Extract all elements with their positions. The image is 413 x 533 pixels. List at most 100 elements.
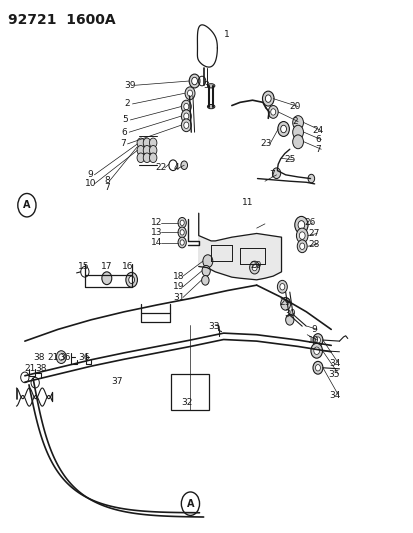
Circle shape	[178, 217, 186, 228]
Text: 36: 36	[78, 353, 89, 361]
Circle shape	[191, 77, 197, 85]
Text: 4: 4	[173, 164, 178, 172]
Circle shape	[126, 272, 137, 287]
Circle shape	[277, 280, 287, 293]
Text: 35: 35	[328, 370, 339, 378]
Circle shape	[307, 174, 314, 183]
Ellipse shape	[207, 104, 214, 109]
Circle shape	[56, 351, 66, 364]
Text: 24: 24	[311, 126, 323, 135]
Text: 22: 22	[155, 164, 167, 172]
Circle shape	[313, 347, 319, 354]
Text: 7: 7	[120, 140, 126, 148]
Circle shape	[297, 240, 306, 253]
Text: 39: 39	[124, 81, 136, 90]
Circle shape	[181, 110, 191, 123]
Text: 30: 30	[283, 309, 295, 318]
Circle shape	[137, 153, 144, 163]
Circle shape	[201, 276, 209, 285]
Text: 12: 12	[150, 219, 162, 227]
Text: 28: 28	[307, 240, 319, 248]
Text: 15: 15	[78, 262, 89, 271]
Circle shape	[312, 361, 322, 374]
Circle shape	[178, 237, 186, 248]
Text: 8: 8	[104, 176, 109, 184]
Text: 7: 7	[269, 171, 275, 179]
Circle shape	[315, 365, 320, 371]
Circle shape	[310, 343, 322, 358]
Text: 9: 9	[310, 325, 316, 334]
Circle shape	[285, 314, 293, 325]
Circle shape	[280, 297, 290, 310]
Circle shape	[102, 272, 112, 285]
Circle shape	[149, 146, 157, 155]
Circle shape	[272, 168, 280, 179]
Circle shape	[279, 284, 284, 290]
Circle shape	[249, 261, 259, 274]
Circle shape	[181, 100, 191, 113]
Circle shape	[187, 90, 192, 96]
Circle shape	[296, 228, 307, 243]
Circle shape	[143, 146, 150, 155]
Text: 26: 26	[303, 219, 315, 227]
Text: 6: 6	[121, 128, 127, 136]
Circle shape	[181, 119, 191, 132]
Text: 7: 7	[314, 145, 320, 154]
Circle shape	[180, 240, 184, 245]
Circle shape	[202, 255, 212, 268]
Text: 18: 18	[173, 272, 184, 280]
Text: 5: 5	[122, 116, 128, 124]
Circle shape	[252, 264, 256, 271]
Circle shape	[265, 95, 271, 102]
Text: 27: 27	[307, 229, 319, 238]
Text: 38: 38	[35, 365, 46, 373]
Circle shape	[180, 161, 187, 169]
Circle shape	[299, 232, 304, 239]
Circle shape	[292, 125, 303, 139]
Text: 37: 37	[111, 377, 122, 385]
Circle shape	[149, 153, 157, 163]
Text: 38: 38	[33, 353, 45, 361]
Text: 10: 10	[84, 180, 96, 188]
Text: 16: 16	[121, 262, 133, 271]
Bar	[170, 374, 208, 410]
Text: 34: 34	[328, 359, 339, 368]
Circle shape	[315, 337, 320, 343]
Text: 29: 29	[249, 261, 261, 270]
Text: 7: 7	[104, 183, 109, 192]
Circle shape	[143, 138, 150, 148]
Text: 31: 31	[173, 293, 184, 302]
Polygon shape	[198, 213, 281, 280]
Text: 32: 32	[181, 398, 192, 407]
Circle shape	[294, 216, 307, 233]
Text: 23: 23	[259, 140, 271, 148]
Ellipse shape	[207, 84, 214, 88]
Text: A: A	[23, 200, 31, 210]
Text: 21: 21	[24, 365, 36, 373]
Circle shape	[137, 146, 144, 155]
Circle shape	[183, 122, 188, 128]
Circle shape	[297, 221, 304, 229]
Circle shape	[143, 153, 150, 163]
Text: 10: 10	[307, 336, 319, 344]
Text: 33: 33	[208, 322, 220, 330]
Text: 19: 19	[173, 282, 184, 291]
Circle shape	[280, 125, 286, 133]
Text: 21: 21	[47, 353, 59, 361]
Circle shape	[292, 135, 303, 149]
Text: 20: 20	[288, 102, 300, 111]
Text: 9: 9	[87, 171, 93, 179]
Text: 36: 36	[59, 353, 71, 361]
Circle shape	[277, 122, 289, 136]
Text: 34: 34	[328, 391, 339, 400]
Circle shape	[183, 113, 188, 119]
Text: 2: 2	[291, 117, 297, 126]
Circle shape	[59, 354, 64, 360]
Text: 2: 2	[124, 100, 130, 108]
Text: 25: 25	[283, 156, 295, 164]
Circle shape	[178, 227, 186, 238]
Circle shape	[292, 116, 303, 130]
Circle shape	[128, 276, 134, 284]
Text: 11: 11	[241, 198, 253, 207]
Text: 29: 29	[278, 298, 290, 307]
